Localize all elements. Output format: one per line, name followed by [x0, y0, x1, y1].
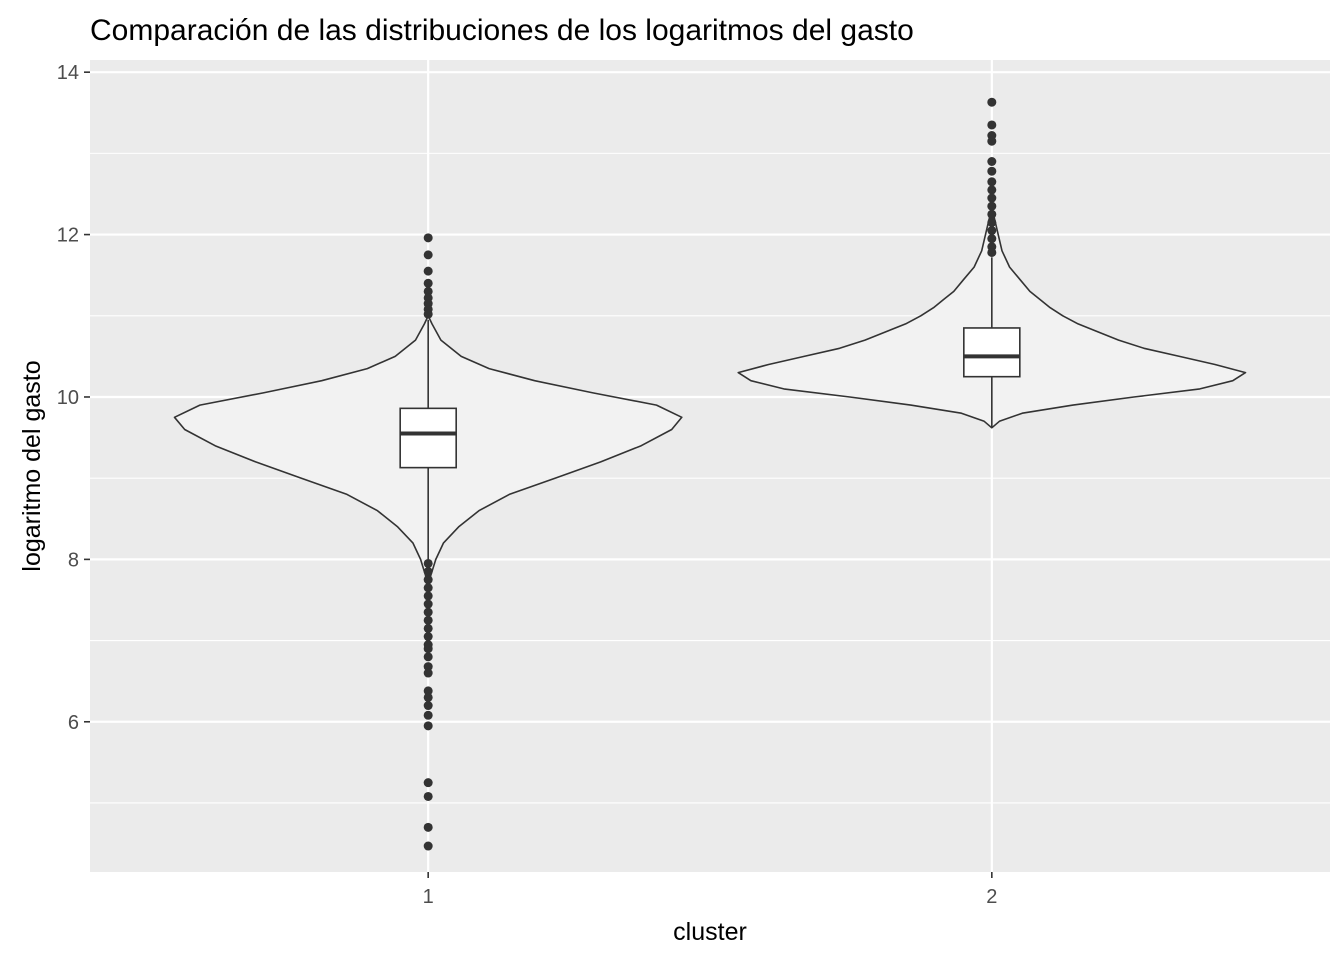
y-axis-title: logaritmo del gasto [18, 360, 46, 571]
violins [173, 97, 1247, 851]
violin-group-1 [173, 233, 683, 851]
outlier-point [423, 623, 433, 633]
outlier-point [423, 266, 433, 276]
outlier-point [423, 233, 433, 243]
outlier-point [987, 177, 997, 187]
outlier-point [423, 632, 433, 642]
outlier-point [987, 120, 997, 130]
outlier-point [423, 250, 433, 260]
outlier-point [423, 309, 433, 319]
outlier-point [423, 686, 433, 696]
outlier-point [423, 668, 433, 678]
x-tick-label: 1 [423, 886, 434, 908]
outlier-point [423, 575, 433, 585]
outlier-point [423, 591, 433, 601]
y-tick-label: 12 [57, 225, 79, 247]
outlier-point [987, 234, 997, 244]
violin-group-2 [737, 97, 1247, 429]
outlier-point [987, 185, 997, 195]
y-tick-label: 10 [57, 387, 79, 409]
x-tick-label: 2 [986, 886, 997, 908]
outlier-point [423, 778, 433, 788]
outlier-point [987, 247, 997, 257]
x-axis-title: cluster [673, 918, 747, 946]
outlier-point [423, 710, 433, 720]
outlier-point [423, 567, 433, 577]
outlier-point [987, 157, 997, 166]
box-1 [399, 407, 457, 469]
outlier-point [423, 841, 433, 851]
outlier-point [423, 701, 433, 711]
outlier-point [423, 721, 433, 731]
outlier-point [423, 615, 433, 625]
outlier-point [423, 607, 433, 617]
outlier-point [423, 286, 433, 296]
y-tick-label: 6 [68, 712, 79, 734]
outlier-point [423, 822, 433, 832]
outlier-point [423, 692, 433, 702]
outlier-point [987, 193, 997, 203]
outlier-point [987, 209, 997, 219]
outlier-point [423, 278, 433, 288]
outlier-point [423, 599, 433, 609]
outlier-point [423, 583, 433, 593]
outlier-point [987, 201, 997, 211]
outlier-point [423, 662, 433, 672]
outlier-point [423, 652, 433, 662]
outlier-point [423, 558, 433, 568]
outlier-point [987, 217, 997, 227]
outlier-point [987, 97, 997, 107]
outlier-point [987, 226, 997, 236]
chart-title: Comparación de las distribuciones de los… [90, 14, 914, 47]
outlier-point [987, 166, 997, 176]
y-tick-label: 14 [57, 62, 79, 84]
outlier-point [423, 791, 433, 801]
box-2 [963, 327, 1021, 378]
outlier-point [987, 136, 997, 146]
outlier-point [423, 644, 433, 654]
y-tick-label: 8 [68, 549, 79, 571]
